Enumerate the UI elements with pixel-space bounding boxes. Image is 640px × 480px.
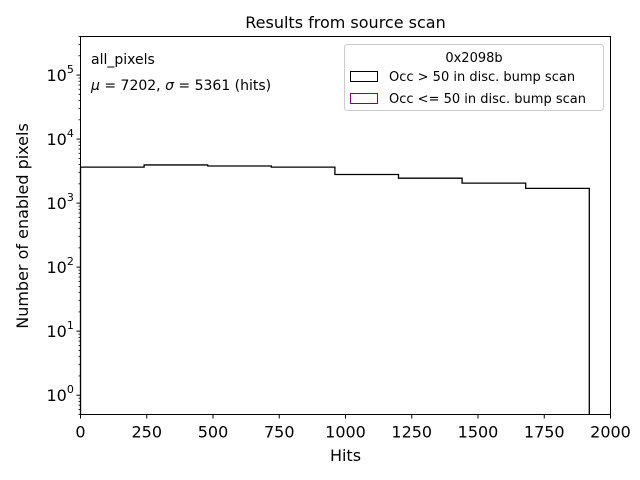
legend-title: 0x2098b [445, 51, 502, 66]
stats-annotation: μ = 7202, σ = 5361 (hits) [90, 78, 271, 94]
mu-value: = 7202, [100, 78, 165, 94]
x-tick-label: 2000 [590, 423, 631, 442]
x-axis-label: Hits [330, 446, 361, 465]
y-tick-label: 105 [47, 63, 74, 85]
x-tick-label: 500 [198, 423, 229, 442]
y-axis-ticks: 100 101 102 103 104 105 [47, 36, 81, 415]
mu-symbol: μ [90, 78, 100, 94]
x-tick-label: 1250 [391, 423, 432, 442]
y-tick-label: 101 [47, 319, 74, 341]
x-tick-label: 0 [75, 423, 85, 442]
y-tick-label: 104 [47, 127, 74, 149]
legend: 0x2098b Occ > 50 in disc. bump scan Occ … [344, 44, 604, 111]
legend-label-occ-gt-50: Occ > 50 in disc. bump scan [389, 70, 575, 85]
histogram-bars [79, 164, 590, 415]
x-tick-label: 750 [264, 423, 295, 442]
x-tick-label: 250 [131, 423, 162, 442]
legend-swatch-occ-le-50 [350, 93, 378, 104]
x-axis-ticks: 0 250 500 750 1000 1250 1500 1750 2000 [75, 414, 631, 442]
y-tick-label: 103 [47, 191, 74, 213]
legend-label-occ-le-50: Occ <= 50 in disc. bump scan [389, 92, 586, 107]
sigma-symbol: σ [165, 78, 175, 94]
y-axis-label: Number of enabled pixels [13, 123, 32, 329]
sigma-value: = 5361 (hits) [174, 78, 271, 94]
series-outline-0 [79, 164, 590, 415]
x-tick-label: 1750 [524, 423, 565, 442]
chart-title: Results from source scan [245, 13, 445, 32]
plot-area [79, 164, 590, 415]
legend-swatch-occ-gt-50 [350, 71, 378, 82]
dataset-label: all_pixels [91, 52, 155, 68]
legend-frame [344, 44, 604, 111]
y-tick-label: 102 [47, 255, 74, 277]
y-tick-label: 100 [47, 383, 74, 405]
x-tick-label: 1500 [458, 423, 499, 442]
x-tick-label: 1000 [325, 423, 366, 442]
